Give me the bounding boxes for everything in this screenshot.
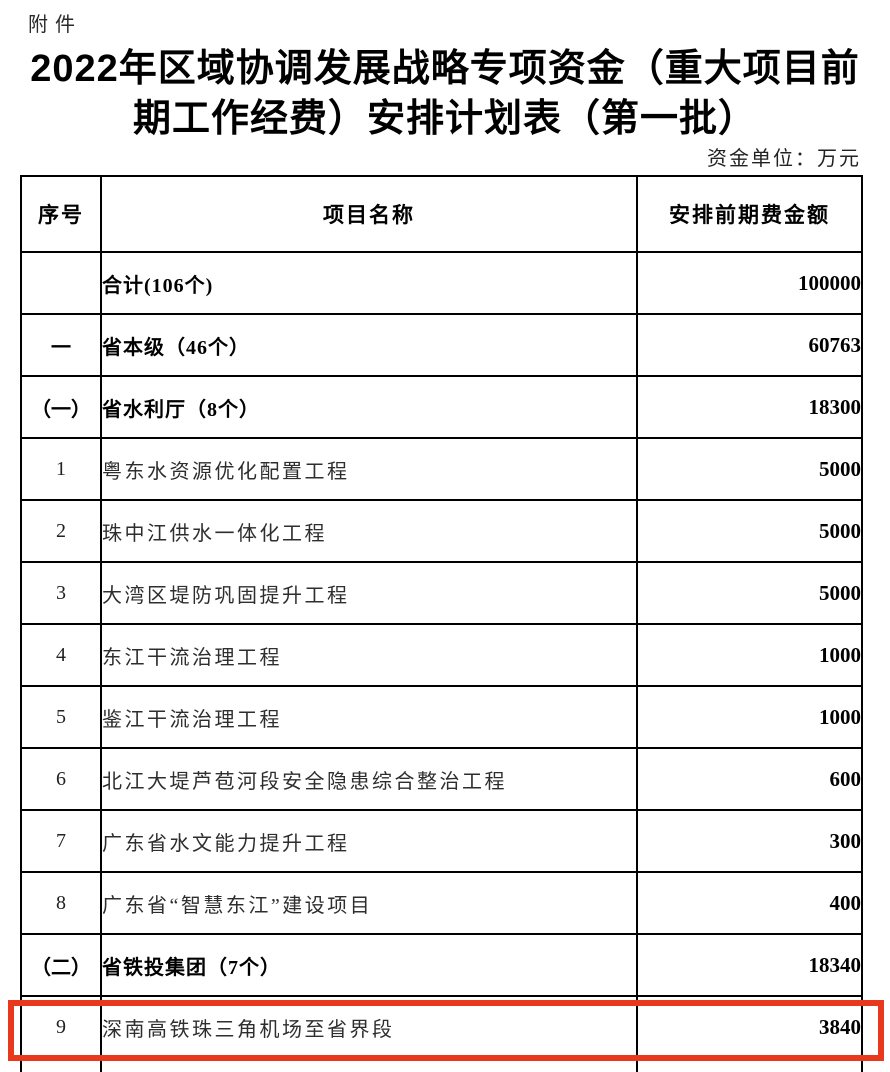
project-name-cell: 省水利厅（8个） <box>100 375 638 439</box>
table-row: 5 鉴江干流治理工程 1000 <box>20 685 863 749</box>
seq-cell: 2 <box>20 499 102 563</box>
table-row: 8 广东省“智慧东江”建设项目 400 <box>20 871 863 935</box>
col-header-amount: 安排前期费金额 <box>636 175 863 253</box>
table-header-row: 序号 项目名称 安排前期费金额 <box>20 175 863 253</box>
seq-cell: 5 <box>20 685 102 749</box>
project-name-cell: 珠中江供水一体化工程 <box>100 499 638 563</box>
table-row: 3 大湾区堤防巩固提升工程 5000 <box>20 561 863 625</box>
amount-cell: 5000 <box>636 437 863 501</box>
amount-cell: 18340 <box>636 933 863 997</box>
title-line-2: 期工作经费）安排计划表（第一批） <box>132 98 757 140</box>
project-name-cell: 北江大堤芦苞河段安全隐患综合整治工程 <box>100 747 638 811</box>
seq-cell: 4 <box>20 623 102 687</box>
project-name-cell: 合计(106个) <box>100 251 638 315</box>
table-row-highlighted: 9 深南高铁珠三角机场至省界段 3840 <box>20 995 863 1059</box>
funding-table: 序号 项目名称 安排前期费金额 合计(106个) 100000 一省本级（46个） 6… <box>20 175 863 1072</box>
project-name-cell: 深南高铁珠三角机场至省界段 <box>100 995 638 1059</box>
col-header-name: 项目名称 <box>100 175 638 253</box>
amount-cell: 1000 <box>636 685 863 749</box>
seq-cell: 6 <box>20 747 102 811</box>
table-row: 2 珠中江供水一体化工程 5000 <box>20 499 863 563</box>
seq-cell: 3 <box>20 561 102 625</box>
project-name-cell: 粤东水资源优化配置工程 <box>100 437 638 501</box>
project-name-cell: 广东省“智慧东江”建设项目 <box>100 871 638 935</box>
project-name-cell: 大湾区堤防巩固提升工程 <box>100 561 638 625</box>
amount-cell: 600 <box>636 747 863 811</box>
amount-cell: 1000 <box>636 623 863 687</box>
seq-cell: 8 <box>20 871 102 935</box>
table-row: 一省本级（46个） 60763 <box>20 313 863 377</box>
table-row: 合计(106个) 100000 <box>20 251 863 315</box>
seq-cell: 7 <box>20 809 102 873</box>
document-title: 2022年区域协调发展战略专项资金（重大项目前 期工作经费）安排计划表（第一批） <box>0 44 890 144</box>
project-name-cell: 省本级（46个） <box>100 313 638 377</box>
amount-cell: 3840 <box>636 995 863 1059</box>
table-row: 4 东江干流治理工程 1000 <box>20 623 863 687</box>
table-row: （一） 省水利厅（8个） 18300 <box>20 375 863 439</box>
seq-cell: （一） <box>20 375 102 439</box>
seq-cell <box>20 251 102 315</box>
seq-cell: 1 <box>20 437 102 501</box>
seq-cell: （二） <box>20 933 102 997</box>
table-row: 6 北江大堤芦苞河段安全隐患综合整治工程 600 <box>20 747 863 811</box>
col-header-seq: 序号 <box>20 175 102 253</box>
amount-cell: 5000 <box>636 499 863 563</box>
table-row: 7 广东省水文能力提升工程 300 <box>20 809 863 873</box>
project-name-cell: 鉴江干流治理工程 <box>100 685 638 749</box>
unit-note: 资金单位：万元 <box>707 148 861 170</box>
table-row: 1 粤东水资源优化配置工程 5000 <box>20 437 863 501</box>
project-name-cell: 广东省水文能力提升工程 <box>100 809 638 873</box>
amount-cell: 5000 <box>636 561 863 625</box>
amount-cell: 18300 <box>636 375 863 439</box>
amount-cell: 300 <box>636 809 863 873</box>
project-name-cell: 省铁投集团（7个） <box>100 933 638 997</box>
seq-cell: 一 <box>20 313 102 377</box>
amount-cell: 400 <box>636 871 863 935</box>
project-name-cell: 东江干流治理工程 <box>100 623 638 687</box>
seq-cell: 9 <box>20 995 102 1059</box>
amount-cell: 100000 <box>636 251 863 315</box>
table-row: （二） 省铁投集团（7个） 18340 <box>20 933 863 997</box>
attachment-label: 附件 <box>28 14 82 36</box>
title-line-1: 2022年区域协调发展战略专项资金（重大项目前 <box>30 48 860 90</box>
amount-cell: 60763 <box>636 313 863 377</box>
